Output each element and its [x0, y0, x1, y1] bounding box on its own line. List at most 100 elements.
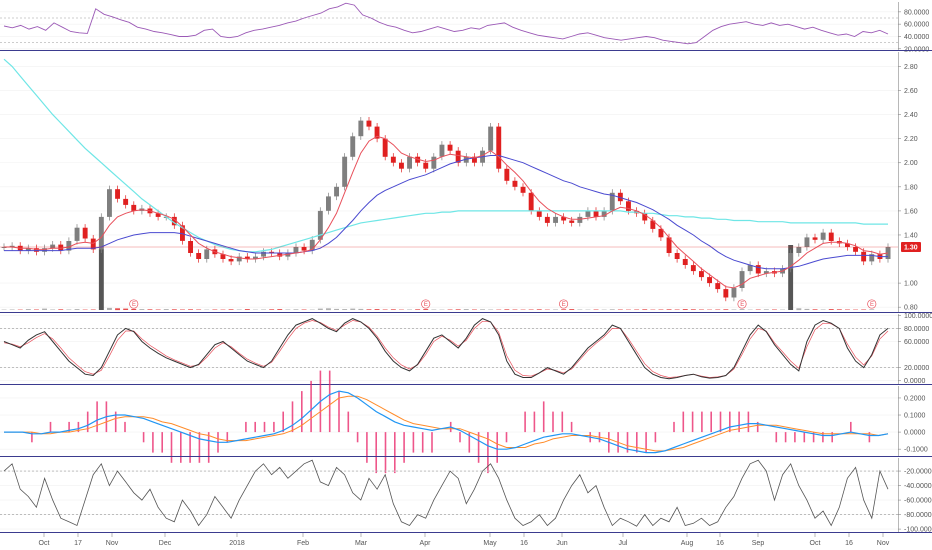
stochastic-k-line [3, 318, 889, 380]
volume-bar [261, 309, 266, 310]
price-tick-label: 2.80 [904, 64, 918, 71]
candle-body [528, 192, 534, 211]
time-tick-label: 16 [716, 540, 724, 547]
time-tick-label: Nov [106, 540, 119, 547]
candle-body [577, 216, 583, 223]
volume-bar [463, 309, 469, 310]
candle-body [561, 216, 567, 221]
volume-bar [682, 309, 688, 310]
candle-body [399, 162, 404, 169]
candle-body [382, 138, 388, 157]
candle-body [131, 204, 137, 211]
volume-bar [536, 309, 542, 310]
volume-bar [423, 309, 429, 310]
earnings-marker[interactable] [867, 299, 877, 309]
volume-bar [382, 309, 388, 310]
volume-bar [236, 309, 242, 310]
macd-tick-label: 0.0000 [904, 430, 926, 437]
time-tick-label: 2018 [229, 540, 245, 547]
candle-body [463, 156, 469, 163]
candle-body [123, 198, 129, 205]
candle-body [885, 247, 891, 259]
williams_r-tick-label: -100.0000 [904, 527, 932, 534]
ma-fast-line [4, 135, 889, 289]
candle-body [674, 253, 680, 259]
candle-body [107, 189, 112, 217]
earnings-marker[interactable] [737, 299, 747, 309]
candle-body [804, 237, 810, 247]
candle-body [690, 265, 696, 272]
candle-body [455, 150, 461, 163]
price-tick-label: 2.40 [904, 112, 918, 119]
volume-bar [301, 309, 307, 310]
volume-bar [358, 308, 364, 310]
candle-body [520, 186, 526, 193]
volume-bar [569, 309, 575, 310]
williams_r-tick-label: -80.0000 [904, 512, 932, 519]
volume-bar [609, 309, 615, 310]
volume-bar [107, 307, 112, 310]
time-tick-label: Feb [297, 540, 309, 547]
volume-bar [715, 309, 721, 310]
volume-bar [617, 309, 623, 310]
candle-body [715, 283, 721, 290]
volume-bar [293, 309, 299, 310]
williams_r-tick-label: -20.0000 [904, 469, 932, 476]
volume-bar [180, 309, 185, 310]
candle-body [317, 210, 323, 240]
candle-body [512, 180, 518, 187]
volume-bar [342, 309, 348, 310]
volume-bar [869, 309, 875, 310]
stochastic-tick-label: 0.0000 [904, 378, 926, 385]
candle-body [642, 213, 648, 221]
candle-body [650, 220, 656, 229]
candle-body [423, 162, 429, 169]
volume-bar [115, 308, 120, 311]
candle-body [285, 253, 291, 257]
volume-bar [34, 309, 39, 310]
volume-bar [788, 245, 794, 310]
earnings-marker-label: E [424, 302, 428, 308]
rsi-pane: 80.0000 60.0000 40.0000 20.0000 [0, 2, 932, 53]
candle-body [342, 156, 348, 187]
candle-body [626, 201, 631, 211]
price-tick-label: 1.00 [904, 281, 918, 288]
last-price-tag [901, 242, 921, 252]
volume-bar [796, 308, 802, 311]
candle-body [666, 237, 672, 253]
candle-body [74, 227, 80, 241]
candle-body [374, 126, 380, 139]
volume-bar [804, 308, 810, 310]
candle-body [415, 156, 421, 163]
earnings-marker[interactable] [559, 299, 569, 309]
time-axis: Oct 17 Nov Dec 2018 Feb Mar Apr May 16 Jun Jul Aug 16… [39, 533, 890, 547]
candle-body [812, 237, 818, 240]
candle-body [472, 156, 477, 163]
candle-body [204, 249, 210, 259]
volume-bar [42, 308, 47, 310]
candle-body [439, 144, 445, 157]
candle-body [504, 168, 510, 181]
candle-body [658, 228, 664, 238]
volume-bar [812, 309, 818, 310]
candle-body [707, 277, 712, 284]
williams-r-line [3, 459, 889, 527]
earnings-marker[interactable] [421, 299, 431, 309]
volume-bar [277, 309, 283, 310]
volume-bar [317, 308, 323, 310]
candle-body [585, 210, 591, 217]
candle-body [593, 210, 599, 217]
earnings-marker[interactable] [129, 299, 139, 309]
volume-bar [634, 309, 640, 310]
price-tick-label: 1.40 [904, 232, 918, 239]
time-tick-label: May [483, 540, 497, 547]
volume-bar [407, 309, 412, 310]
candle-body [682, 259, 688, 265]
candle-body [309, 239, 315, 251]
volume-bar [553, 309, 558, 310]
candle-body [180, 225, 185, 241]
volume-bar [90, 309, 96, 310]
rsi-tick-label: 40.0000 [904, 34, 929, 41]
candle-body [431, 156, 437, 169]
volume-bar [244, 309, 250, 310]
